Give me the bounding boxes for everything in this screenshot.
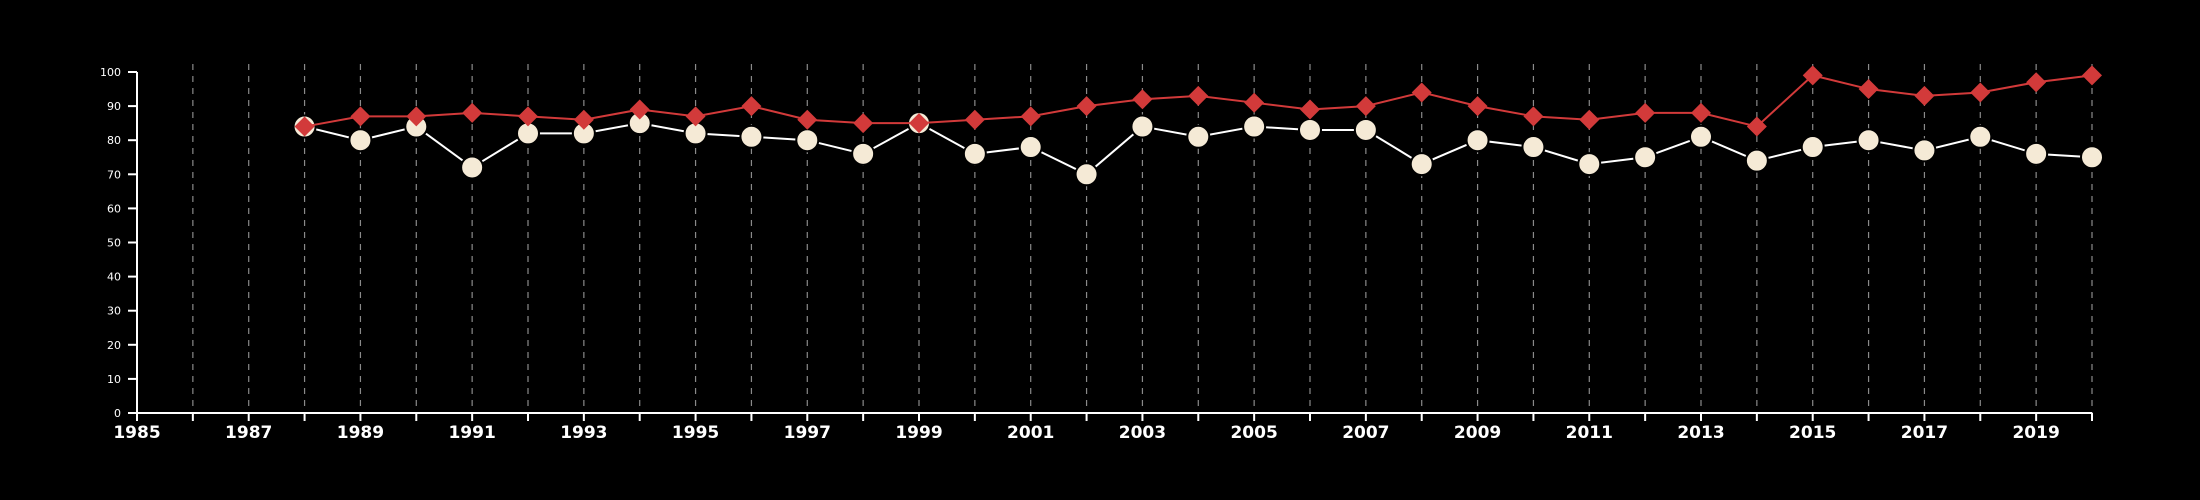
x-tick-label-1997: 1997 bbox=[784, 423, 831, 443]
series-1-point-2020 bbox=[2080, 145, 2104, 170]
x-tick-label-2017: 2017 bbox=[1901, 423, 1948, 443]
series-1-point-2011 bbox=[1577, 152, 1602, 177]
series-0-point-2014 bbox=[1746, 116, 1767, 137]
series-0-point-2009 bbox=[1467, 96, 1488, 117]
series-0-point-2017 bbox=[1914, 85, 1935, 106]
series-1-point-1998 bbox=[851, 141, 876, 166]
x-tick-label-1993: 1993 bbox=[560, 423, 607, 443]
series-0-point-2018 bbox=[1970, 82, 1991, 103]
series-0-point-2007 bbox=[1355, 96, 1376, 117]
x-axis-ticks: 1985 1987 1989 1991 1993 1995 1997 1999 2001 2003… bbox=[113, 413, 2093, 443]
series-0-point-1996 bbox=[741, 96, 762, 117]
x-tick-label-2011: 2011 bbox=[1566, 423, 1613, 443]
series-1-point-2001 bbox=[1018, 135, 1043, 160]
series-0-point-1991 bbox=[462, 102, 483, 123]
series-0 bbox=[294, 65, 2102, 137]
series-1-point-2004 bbox=[1186, 124, 1211, 149]
y-tick-label-80: 80 bbox=[107, 134, 121, 147]
series-0-point-1997 bbox=[797, 109, 818, 130]
series-0-point-2012 bbox=[1635, 102, 1656, 123]
series-0-point-2013 bbox=[1691, 102, 1711, 123]
series-0-point-1988 bbox=[294, 116, 315, 137]
series-1-point-2019 bbox=[2024, 141, 2049, 166]
y-tick-label-0: 0 bbox=[114, 407, 121, 420]
x-tick-label-2019: 2019 bbox=[2012, 423, 2059, 443]
series-1-point-2017 bbox=[1912, 138, 1937, 163]
x-tick-label-2005: 2005 bbox=[1230, 423, 1277, 443]
series-0-point-2020 bbox=[2082, 65, 2102, 86]
gridlines bbox=[192, 64, 2093, 413]
series-0-point-2000 bbox=[964, 109, 985, 130]
series-0-point-1999 bbox=[909, 113, 929, 134]
y-tick-label-90: 90 bbox=[107, 100, 121, 113]
series-1-point-2009 bbox=[1465, 128, 1490, 153]
series-0-point-1990 bbox=[406, 106, 427, 127]
y-tick-label-40: 40 bbox=[107, 271, 121, 284]
series-1-point-2008 bbox=[1409, 152, 1434, 177]
series-0-point-2011 bbox=[1579, 109, 1600, 130]
x-tick-label-2009: 2009 bbox=[1454, 423, 1501, 443]
x-tick-label-1999: 1999 bbox=[895, 423, 942, 443]
series-0-point-2002 bbox=[1076, 96, 1097, 117]
series-1 bbox=[292, 111, 2104, 187]
axes bbox=[136, 72, 2092, 414]
series-1-point-1997 bbox=[795, 128, 820, 153]
x-tick-label-2015: 2015 bbox=[1789, 423, 1836, 443]
series-0-point-1995 bbox=[685, 106, 706, 127]
y-tick-label-20: 20 bbox=[107, 339, 121, 352]
x-tick-label-1995: 1995 bbox=[672, 423, 719, 443]
y-tick-label-60: 60 bbox=[107, 202, 121, 215]
series-1-point-1989 bbox=[348, 128, 373, 153]
series-1-point-2015 bbox=[1800, 135, 1825, 160]
x-tick-label-2001: 2001 bbox=[1007, 423, 1054, 443]
series-1-point-2013 bbox=[1689, 124, 1713, 149]
x-tick-label-2007: 2007 bbox=[1342, 423, 1389, 443]
series-0-point-2004 bbox=[1188, 85, 1209, 106]
series-0-point-1992 bbox=[518, 106, 538, 127]
series-1-point-1991 bbox=[460, 155, 485, 180]
y-tick-label-100: 100 bbox=[100, 66, 121, 79]
series-1-point-1996 bbox=[739, 124, 764, 149]
series-0-point-1998 bbox=[853, 113, 874, 134]
x-tick-label-1991: 1991 bbox=[448, 423, 495, 443]
series-1-point-2010 bbox=[1521, 135, 1546, 160]
series-1-point-2014 bbox=[1744, 148, 1769, 173]
series-1-point-2002 bbox=[1074, 162, 1099, 187]
series-1-point-2016 bbox=[1856, 128, 1881, 153]
series-0-point-2010 bbox=[1523, 106, 1544, 127]
y-tick-label-10: 10 bbox=[107, 373, 121, 386]
series-1-point-2005 bbox=[1242, 114, 1267, 139]
series-0-point-2008 bbox=[1411, 82, 1432, 103]
series-0-point-1994 bbox=[629, 99, 650, 120]
series-1-point-2007 bbox=[1353, 117, 1378, 142]
series-0-point-2015 bbox=[1802, 65, 1823, 86]
series-0-point-1989 bbox=[350, 106, 371, 127]
series-0-point-2001 bbox=[1020, 106, 1041, 127]
series-1-point-2018 bbox=[1968, 124, 1993, 149]
series-1-point-2006 bbox=[1298, 117, 1322, 142]
data-series bbox=[292, 65, 2104, 187]
y-tick-label-70: 70 bbox=[107, 168, 121, 181]
series-0-point-2016 bbox=[1858, 79, 1879, 100]
x-tick-label-1989: 1989 bbox=[337, 423, 384, 443]
x-tick-label-1985: 1985 bbox=[113, 423, 160, 443]
x-tick-label-2003: 2003 bbox=[1119, 423, 1166, 443]
series-0-point-2005 bbox=[1244, 92, 1265, 113]
series-0-point-1993 bbox=[573, 109, 594, 130]
x-tick-label-2013: 2013 bbox=[1677, 423, 1724, 443]
series-1-point-2003 bbox=[1130, 114, 1155, 139]
x-tick-label-1987: 1987 bbox=[225, 423, 272, 443]
series-0-point-2019 bbox=[2026, 72, 2047, 93]
series-1-point-2000 bbox=[962, 141, 987, 166]
series-0-point-2003 bbox=[1132, 89, 1153, 110]
series-1-point-2012 bbox=[1633, 145, 1658, 170]
y-tick-label-30: 30 bbox=[107, 305, 121, 318]
y-tick-label-50: 50 bbox=[107, 237, 121, 250]
series-0-point-2006 bbox=[1300, 99, 1320, 120]
y-axis-ticks: 0 10 20 30 40 50 60 70 80 90 100 bbox=[100, 66, 137, 420]
